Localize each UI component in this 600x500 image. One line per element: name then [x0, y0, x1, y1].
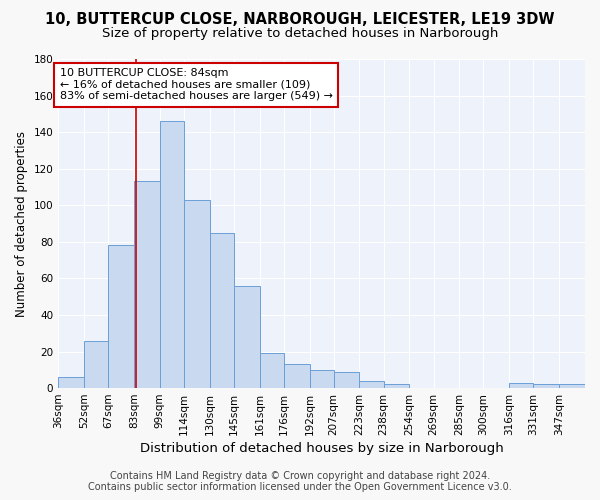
Bar — [533, 384, 559, 388]
Bar — [509, 382, 533, 388]
Bar — [134, 182, 160, 388]
Text: Contains HM Land Registry data © Crown copyright and database right 2024.
Contai: Contains HM Land Registry data © Crown c… — [88, 471, 512, 492]
Bar — [234, 286, 260, 388]
Bar — [58, 377, 84, 388]
Bar — [359, 381, 383, 388]
Bar — [108, 246, 134, 388]
Bar — [84, 340, 108, 388]
Bar — [383, 384, 409, 388]
Bar — [284, 364, 310, 388]
X-axis label: Distribution of detached houses by size in Narborough: Distribution of detached houses by size … — [140, 442, 503, 455]
Bar — [209, 232, 234, 388]
Bar — [559, 384, 585, 388]
Y-axis label: Number of detached properties: Number of detached properties — [15, 130, 28, 316]
Text: Size of property relative to detached houses in Narborough: Size of property relative to detached ho… — [102, 28, 498, 40]
Bar — [334, 372, 359, 388]
Bar — [260, 354, 284, 388]
Text: 10, BUTTERCUP CLOSE, NARBOROUGH, LEICESTER, LE19 3DW: 10, BUTTERCUP CLOSE, NARBOROUGH, LEICEST… — [45, 12, 555, 28]
Bar — [310, 370, 334, 388]
Bar — [184, 200, 209, 388]
Bar — [160, 121, 184, 388]
Text: 10 BUTTERCUP CLOSE: 84sqm
← 16% of detached houses are smaller (109)
83% of semi: 10 BUTTERCUP CLOSE: 84sqm ← 16% of detac… — [60, 68, 333, 102]
